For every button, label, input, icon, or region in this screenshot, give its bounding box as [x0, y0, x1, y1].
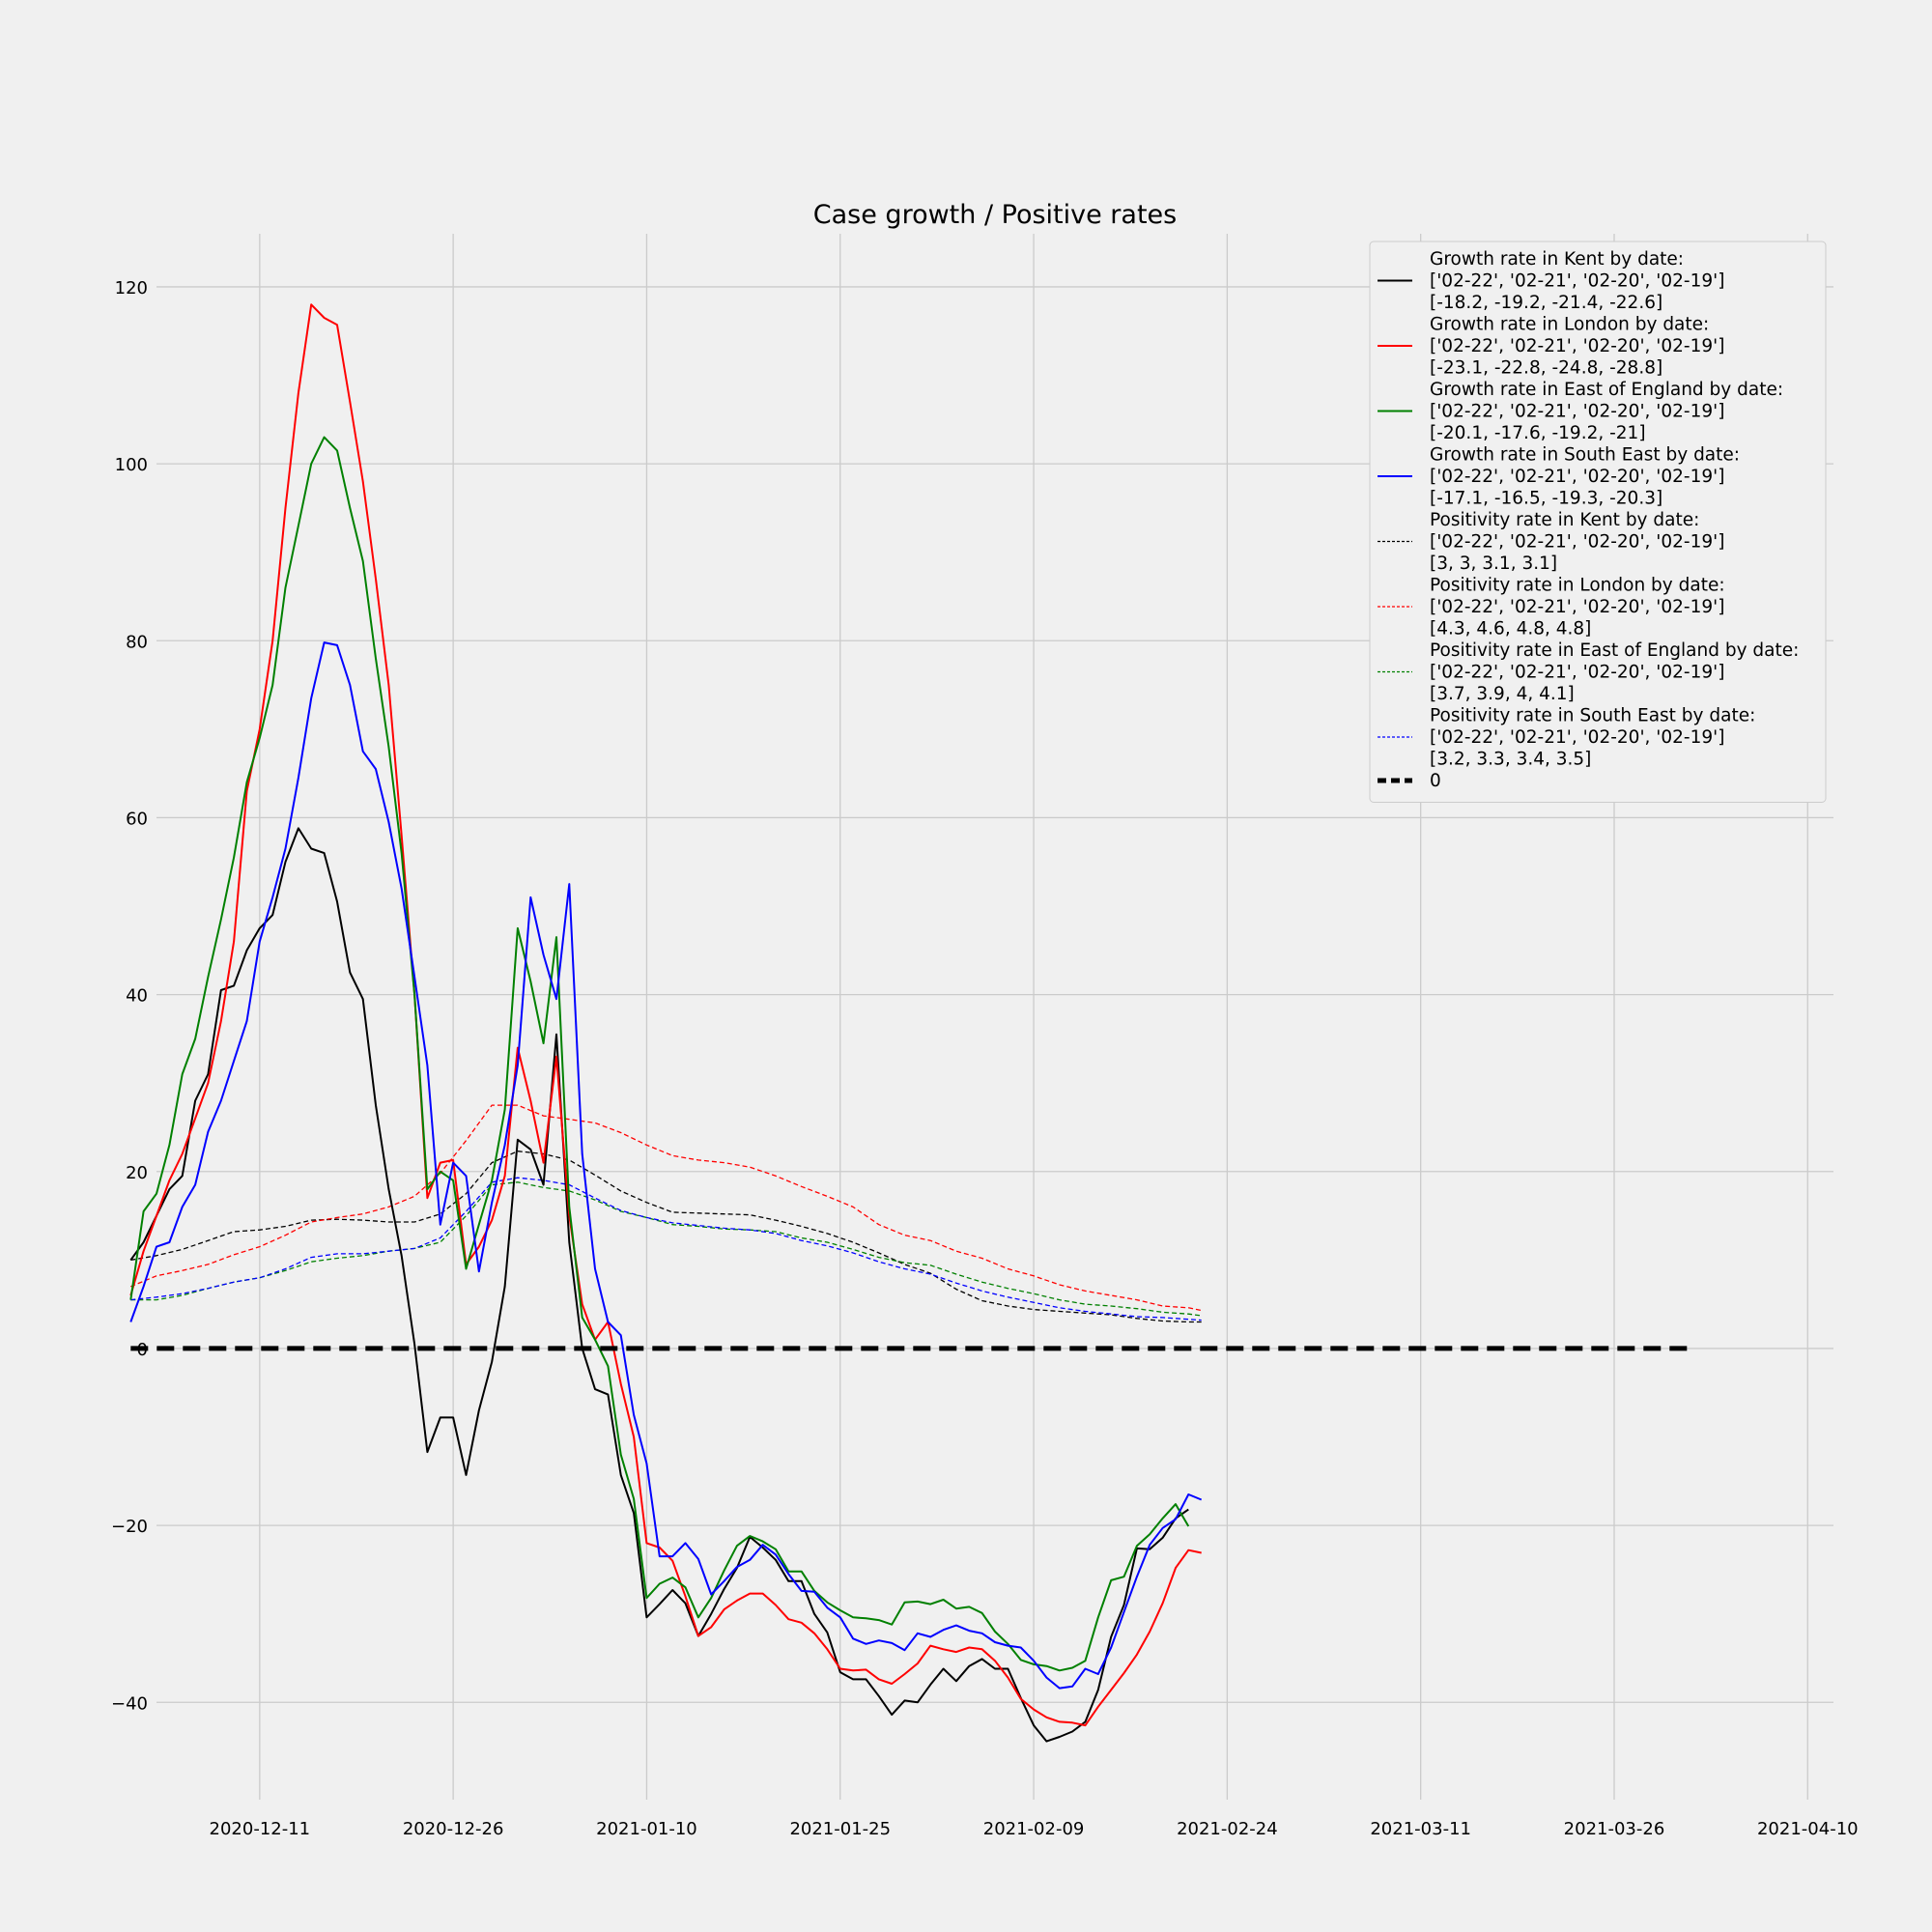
y-tick-label: −40 [111, 1693, 148, 1714]
series-line-6 [130, 1181, 1202, 1317]
y-tick-label: 60 [126, 809, 148, 829]
legend-box [1369, 241, 1827, 803]
series-line-2 [129, 436, 1190, 1672]
y-tick-label: 0 [137, 1340, 148, 1360]
legend-label: ['02-22', '02-21', '02-20', '02-19'] [1430, 597, 1724, 617]
legend-label: [-18.2, -19.2, -21.4, -22.6] [1430, 293, 1662, 313]
legend-label: 0 [1430, 771, 1441, 791]
x-tick-label: 2021-03-26 [1564, 1819, 1665, 1839]
x-tick-label: 2021-01-10 [596, 1819, 697, 1839]
y-tick-label: 100 [115, 455, 148, 475]
y-tick-labels: −40 −20 0 20 40 60 80 100 120 [111, 278, 148, 1714]
series-line-1 [129, 303, 1202, 1727]
legend-label: [-20.1, -17.6, -19.2, -21] [1430, 423, 1646, 443]
series-line-0 [129, 827, 1189, 1743]
legend-label: Growth rate in East of England by date: [1430, 380, 1783, 400]
x-tick-label: 2021-02-24 [1177, 1819, 1278, 1839]
y-tick-label: 80 [126, 632, 148, 652]
legend-label: [3.2, 3.3, 3.4, 3.5] [1430, 750, 1591, 770]
y-tick-label: −20 [111, 1517, 148, 1537]
legend-label: ['02-22', '02-21', '02-20', '02-19'] [1430, 336, 1724, 356]
y-tick-label: 40 [126, 986, 148, 1007]
legend-label: ['02-22', '02-21', '02-20', '02-19'] [1430, 467, 1724, 487]
x-tick-label: 2021-04-10 [1757, 1819, 1859, 1839]
legend-label: ['02-22', '02-21', '02-20', '02-19'] [1430, 402, 1724, 422]
chart-title: Case growth / Positive rates [813, 200, 1177, 230]
series-group [129, 303, 1692, 1743]
legend-label: [3, 3, 3.1, 3.1] [1430, 554, 1557, 574]
legend-label: Positivity rate in London by date: [1430, 576, 1725, 596]
legend-label: [3.7, 3.9, 4, 4.1] [1430, 684, 1575, 704]
legend-label: Positivity rate in Kent by date: [1430, 510, 1699, 530]
legend-label: Positivity rate in East of England by da… [1430, 640, 1799, 661]
legend-label: [-23.1, -22.8, -24.8, -28.8] [1430, 358, 1662, 379]
legend-label: ['02-22', '02-21', '02-20', '02-19'] [1430, 271, 1724, 292]
series-line-3 [129, 641, 1203, 1690]
y-tick-label: 20 [126, 1163, 148, 1183]
y-tick-label: 120 [115, 278, 148, 298]
legend-label: Growth rate in London by date: [1430, 315, 1709, 335]
series-line-4 [130, 1151, 1202, 1323]
series-line-5 [130, 1104, 1202, 1312]
legend-label: ['02-22', '02-21', '02-20', '02-19'] [1430, 727, 1724, 748]
legend-label: Positivity rate in South East by date: [1430, 706, 1755, 726]
legend-label: Growth rate in South East by date: [1430, 445, 1740, 466]
x-tick-label: 2020-12-26 [403, 1819, 504, 1839]
x-tick-label: 2021-02-09 [983, 1819, 1085, 1839]
legend-label: ['02-22', '02-21', '02-20', '02-19'] [1430, 532, 1724, 553]
series-line-7 [130, 1177, 1202, 1321]
x-tick-labels: 2020-12-11 2020-12-26 2021-01-10 2021-01-25… [210, 1819, 1859, 1839]
x-tick-label: 2020-12-11 [210, 1819, 311, 1839]
x-tick-label: 2021-01-25 [789, 1819, 891, 1839]
legend: Growth rate in Kent by date:['02-22', '0… [1369, 241, 1827, 803]
legend-label: Growth rate in Kent by date: [1430, 249, 1684, 270]
legend-label: ['02-22', '02-21', '02-20', '02-19'] [1430, 663, 1724, 683]
x-tick-label: 2021-03-11 [1370, 1819, 1471, 1839]
legend-label: [-17.1, -16.5, -19.3, -20.3] [1430, 489, 1662, 509]
legend-label: [4.3, 4.6, 4.8, 4.8] [1430, 619, 1591, 639]
